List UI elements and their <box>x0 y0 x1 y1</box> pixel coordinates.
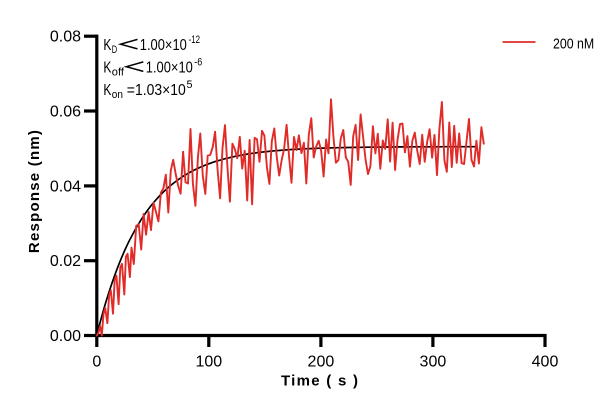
svg-text:1.00×10: 1.00×10 <box>146 60 193 77</box>
svg-text:-6: -6 <box>194 56 202 68</box>
svg-text:-12: -12 <box>189 34 200 46</box>
svg-text:300: 300 <box>420 354 447 371</box>
svg-text:0: 0 <box>92 354 101 371</box>
svg-text:400: 400 <box>532 354 559 371</box>
svg-text:0.00: 0.00 <box>50 328 81 345</box>
svg-text:100: 100 <box>195 354 222 371</box>
svg-text:0.02: 0.02 <box>50 253 81 270</box>
svg-text:=1.03×10: =1.03×10 <box>127 82 186 99</box>
svg-text:200: 200 <box>308 354 335 371</box>
svg-text:off: off <box>112 67 125 79</box>
svg-text:1.00×10: 1.00×10 <box>140 37 187 54</box>
svg-text:5: 5 <box>187 79 193 91</box>
svg-text:200 nM: 200 nM <box>553 36 594 53</box>
svg-text:K: K <box>103 60 111 77</box>
svg-text:K: K <box>103 82 111 99</box>
svg-text:0.08: 0.08 <box>50 29 81 46</box>
svg-text:Response (nm): Response (nm) <box>26 130 43 253</box>
svg-text:K: K <box>103 37 111 54</box>
svg-text:0.04: 0.04 <box>50 178 81 195</box>
svg-text:D: D <box>112 44 117 56</box>
svg-text:Time ( s ): Time ( s ) <box>281 372 358 389</box>
svg-text:0.06: 0.06 <box>50 104 81 121</box>
svg-text:on: on <box>112 89 123 101</box>
